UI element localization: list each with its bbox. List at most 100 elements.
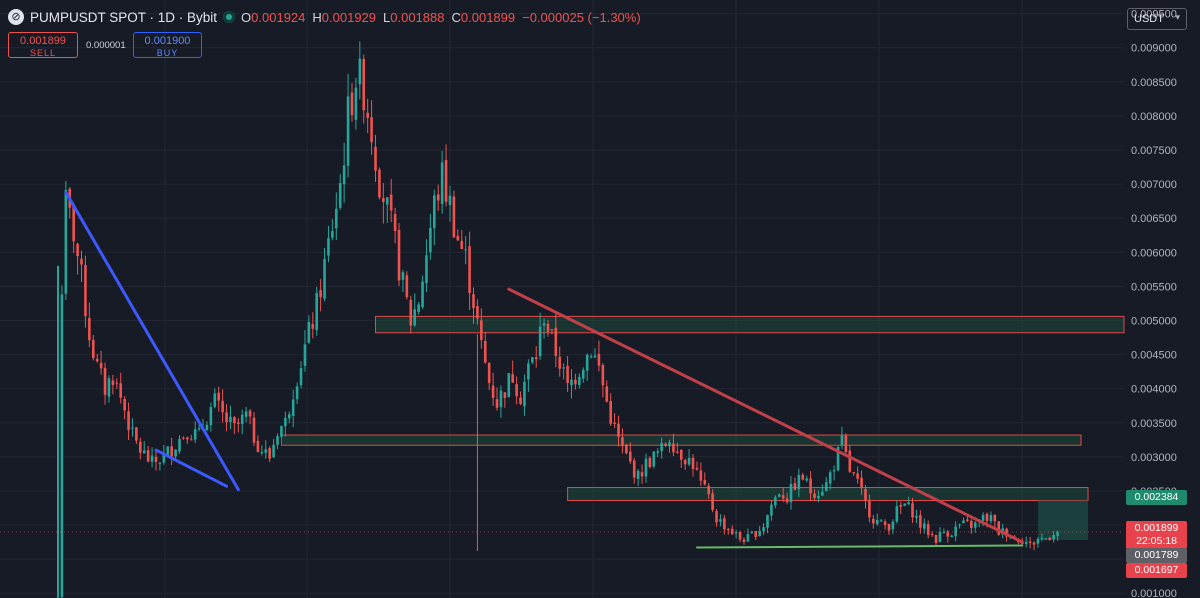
- candle-body: [397, 230, 401, 281]
- candle-body: [280, 425, 283, 437]
- candle-body: [491, 385, 495, 398]
- candle-body: [99, 362, 103, 369]
- support-zone: [280, 434, 1082, 446]
- close-price-tag: 0.001899: [1134, 522, 1179, 534]
- candle-body: [574, 379, 577, 385]
- candle-body: [158, 463, 162, 465]
- candle-body: [970, 520, 973, 528]
- candle-body: [88, 318, 91, 341]
- candle-body: [405, 275, 409, 298]
- candle-body: [135, 427, 138, 441]
- candle-body: [750, 531, 754, 534]
- y-tick-label: 0.006500: [1131, 213, 1177, 225]
- candle-body: [636, 470, 640, 479]
- candle-body: [726, 529, 730, 531]
- candle-body: [436, 194, 440, 201]
- candle-body: [480, 320, 483, 341]
- y-tick-label: 0.008500: [1131, 77, 1177, 89]
- candle-body: [585, 354, 589, 371]
- candle-body: [581, 369, 585, 379]
- candle-body: [962, 520, 965, 524]
- candle-body: [1009, 537, 1012, 539]
- buy-button[interactable]: 0.001900 BUY: [133, 32, 202, 58]
- candle-body: [217, 392, 221, 401]
- candle-body: [174, 449, 177, 457]
- y-tick-label: 0.001000: [1131, 588, 1177, 598]
- candle-body: [150, 455, 154, 462]
- candle-body: [613, 422, 616, 424]
- candle-body: [299, 368, 303, 386]
- y-tick-label: 0.005500: [1131, 281, 1177, 293]
- candle-body: [926, 524, 930, 535]
- candle-body: [621, 437, 624, 447]
- candle-body: [836, 446, 840, 471]
- candle-body: [123, 398, 126, 411]
- candle-body: [119, 383, 123, 398]
- candle-body: [848, 450, 852, 472]
- countdown-timer: 22:05:18: [1136, 535, 1177, 547]
- candle-body: [1040, 538, 1044, 540]
- candle-body: [864, 489, 867, 502]
- candle-body: [922, 523, 926, 529]
- candle-body: [205, 424, 209, 431]
- sell-price: 0.001899: [20, 35, 66, 47]
- candle-body: [915, 515, 918, 518]
- symbol-title[interactable]: PUMPUSDT SPOT · 1D · Bybit: [30, 9, 218, 25]
- candle-body: [342, 165, 346, 185]
- candle-body: [448, 195, 452, 206]
- candle-body: [327, 238, 330, 256]
- candle-body: [668, 442, 671, 447]
- candle-body: [84, 265, 87, 317]
- candle-body: [291, 399, 295, 417]
- candle-body: [989, 515, 993, 522]
- y-tick-label: 0.003000: [1131, 452, 1177, 464]
- candle-body: [311, 324, 315, 329]
- candle-body: [189, 439, 193, 441]
- candle-body: [895, 506, 899, 522]
- candle-body: [617, 423, 620, 437]
- candle-body: [307, 321, 311, 343]
- candle-body: [225, 412, 228, 423]
- candle-body: [186, 437, 189, 440]
- candle-body: [1036, 539, 1040, 544]
- candle-body: [919, 515, 922, 528]
- candle-body: [295, 386, 299, 400]
- candle-body: [860, 477, 863, 489]
- candle-body: [781, 495, 785, 499]
- candle-body: [366, 112, 369, 118]
- candle-body: [56, 596, 60, 598]
- candle-body: [389, 194, 393, 211]
- candle-body: [162, 453, 166, 463]
- candle-body: [695, 467, 699, 470]
- candle-body: [601, 365, 605, 386]
- price-tag-green: 0.002384: [1126, 490, 1187, 505]
- candle-body: [589, 356, 593, 358]
- candle-body: [958, 524, 961, 526]
- currency-select[interactable]: USDT ▾: [1127, 8, 1187, 30]
- candle-body: [303, 344, 307, 366]
- candle-body: [593, 355, 597, 358]
- candle-body: [985, 513, 989, 521]
- candle-body: [597, 353, 601, 366]
- support-zone: [1037, 500, 1088, 541]
- y-tick-label: 0.007500: [1131, 145, 1177, 157]
- candle-body: [691, 457, 695, 469]
- candle-body: [813, 493, 816, 498]
- candle-body: [554, 327, 558, 356]
- y-tick-label: 0.008000: [1131, 111, 1177, 123]
- candle-body: [546, 323, 550, 332]
- candle-body: [107, 378, 111, 397]
- candle-body: [687, 457, 691, 465]
- candle-body: [354, 87, 358, 120]
- candle-body: [997, 521, 1001, 535]
- candle-body: [954, 526, 957, 537]
- candle-body: [832, 470, 836, 472]
- candle-body: [440, 162, 444, 205]
- sell-button[interactable]: 0.001899 SELL: [8, 32, 78, 58]
- candle-body: [872, 518, 875, 524]
- candle-body: [276, 436, 279, 445]
- candle-body: [1056, 531, 1059, 536]
- symbol-header: ⊘ PUMPUSDT SPOT · 1D · Bybit O0.001924 H…: [8, 9, 641, 25]
- candle-body: [774, 497, 777, 506]
